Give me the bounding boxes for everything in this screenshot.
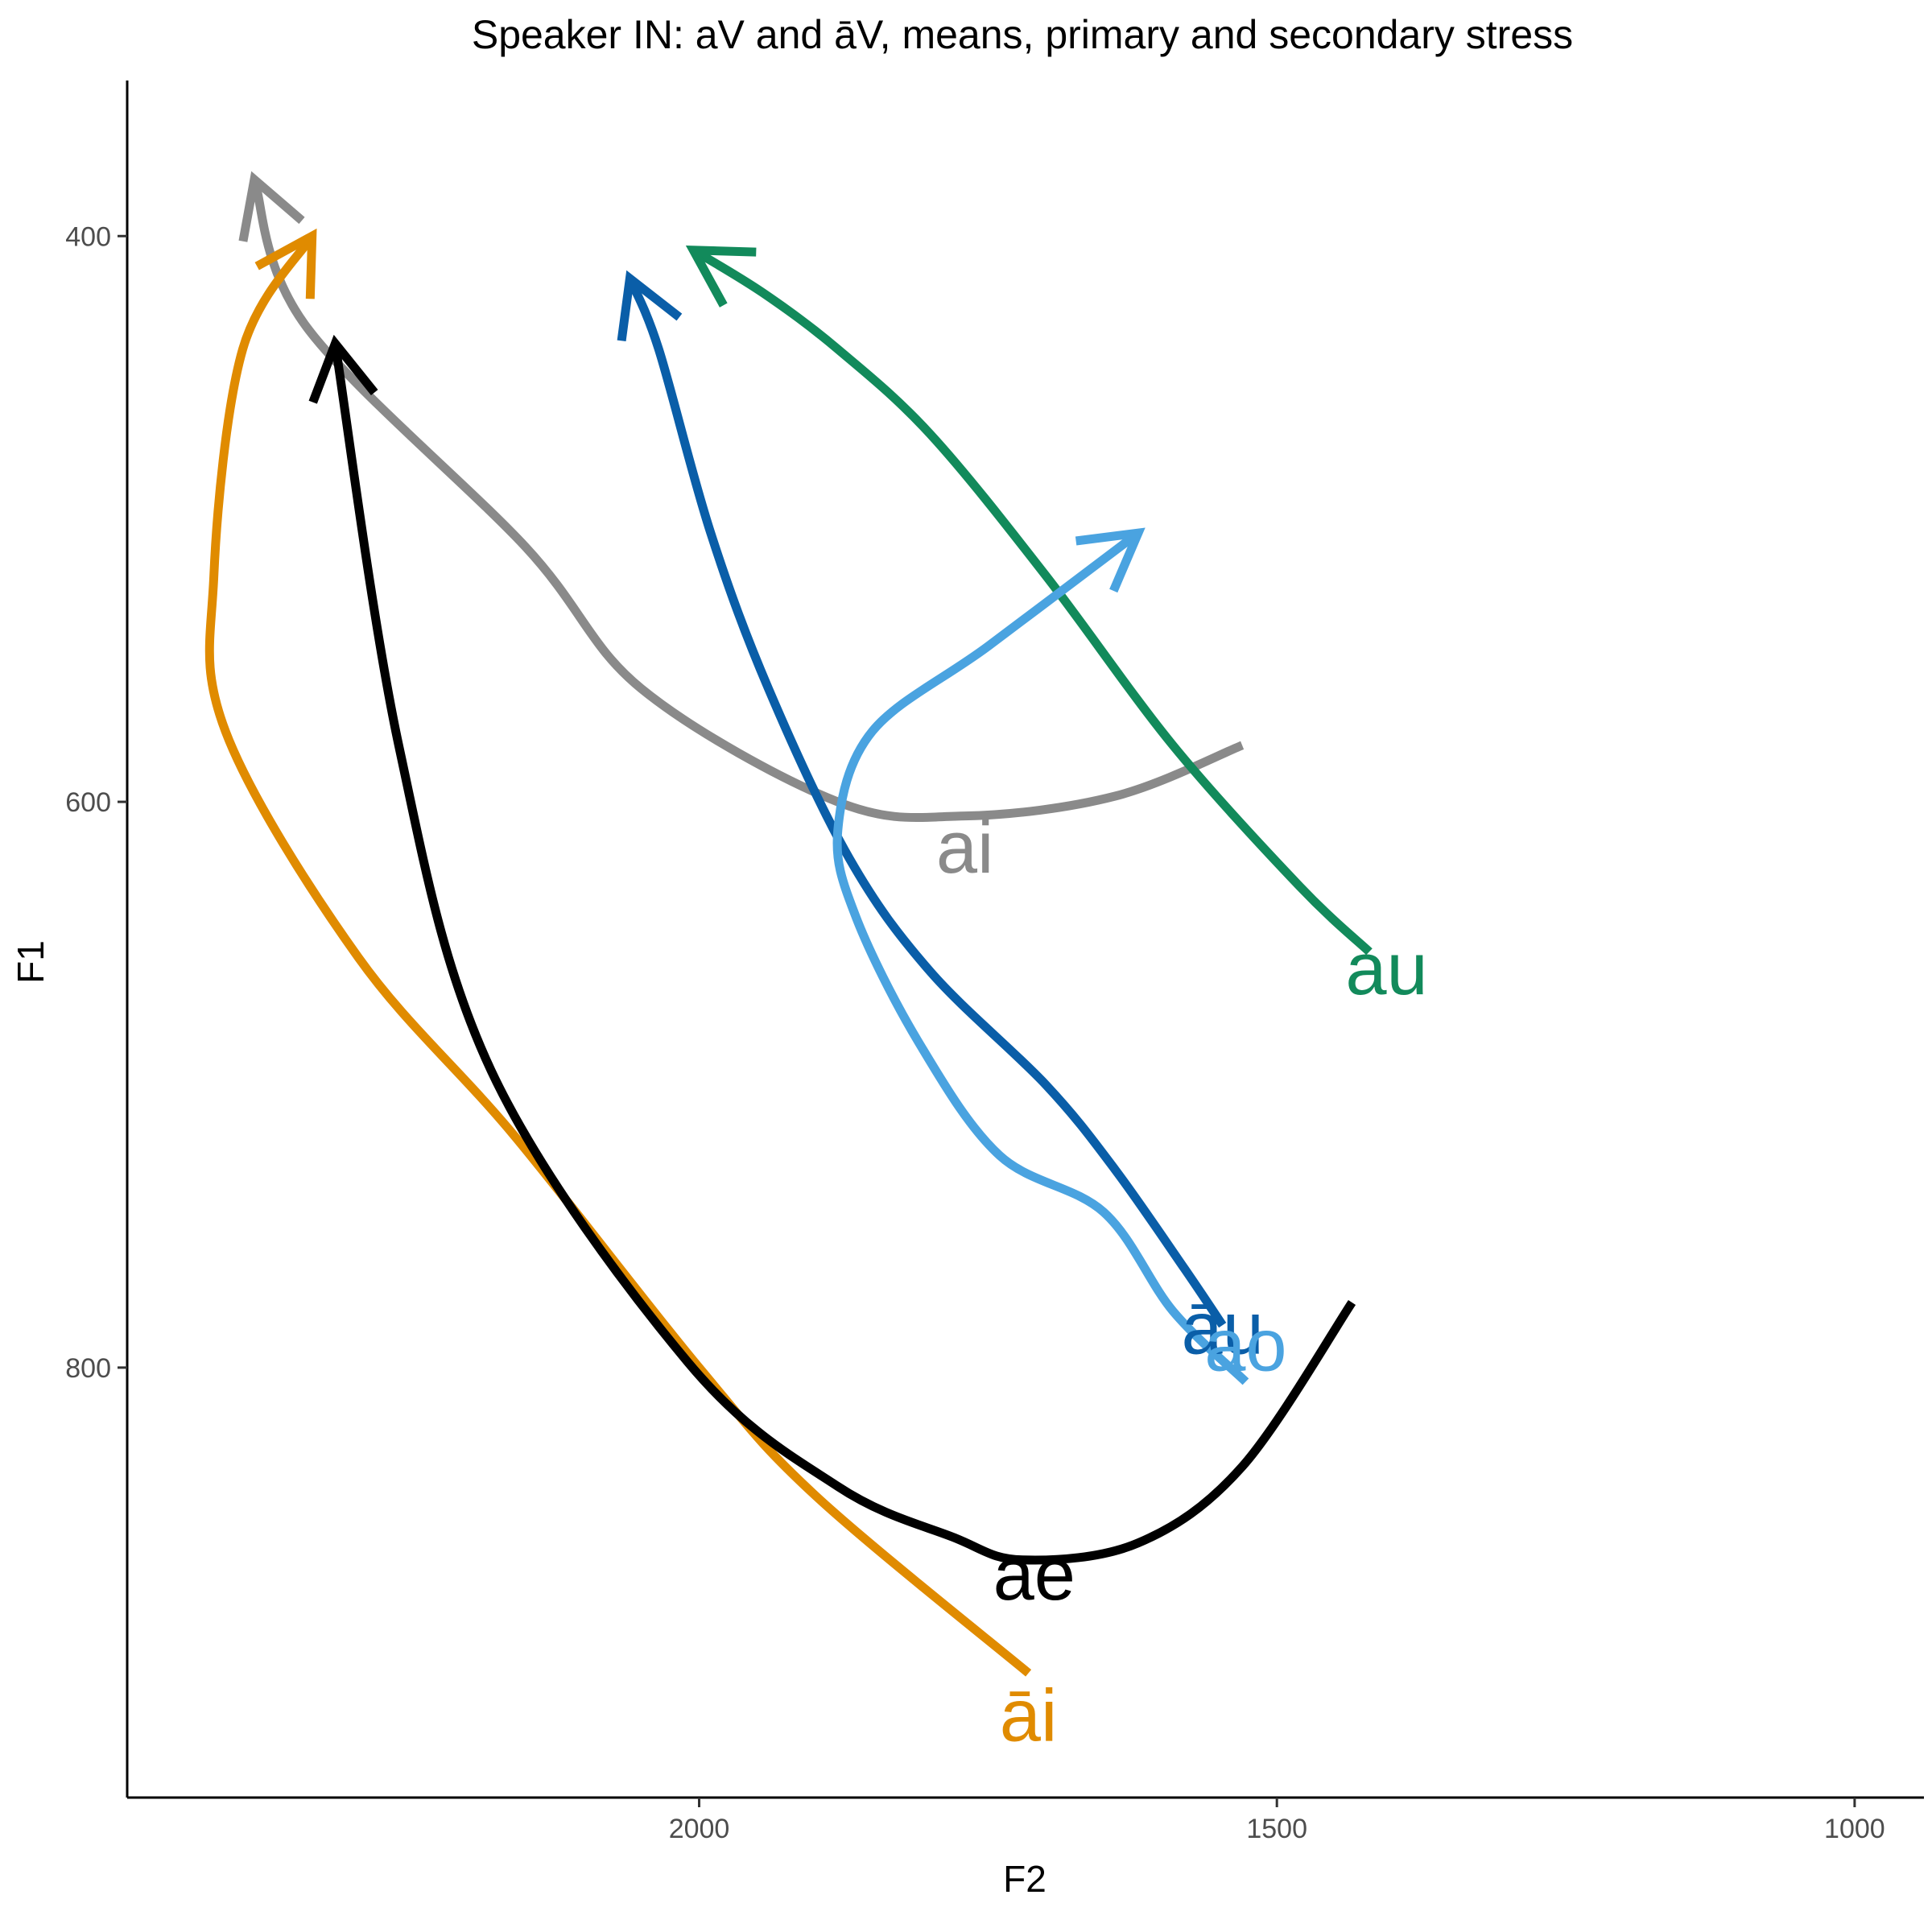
y-tick-label: 600 bbox=[65, 787, 111, 818]
arrowhead-ai bbox=[238, 171, 305, 242]
trajectory-au bbox=[691, 246, 1373, 956]
label-ai: ai bbox=[936, 807, 994, 889]
chart-title: Speaker IN: aV and āV, means, primary an… bbox=[472, 12, 1573, 57]
arrowhead-ao bbox=[1075, 527, 1146, 593]
label-ae: ae bbox=[993, 1534, 1075, 1616]
y-axis-title: F1 bbox=[10, 940, 52, 984]
trajectory-aai bbox=[204, 233, 1032, 1677]
x-tick-label: 1500 bbox=[1246, 1814, 1307, 1844]
x-tick-label: 2000 bbox=[669, 1814, 730, 1844]
arrowhead-aau bbox=[617, 270, 683, 342]
arrowhead-ae bbox=[308, 334, 378, 404]
arrowhead-au bbox=[685, 246, 757, 308]
trajectory-ao bbox=[832, 529, 1249, 1385]
trajectory-ai bbox=[250, 178, 1245, 823]
y-tick-label: 800 bbox=[65, 1353, 111, 1384]
trajectories bbox=[204, 171, 1373, 1677]
x-axis-ticks: 2000 1500 1000 bbox=[669, 1798, 1885, 1844]
trajectory-aau bbox=[625, 276, 1227, 1328]
trajectory-ae bbox=[330, 342, 1356, 1565]
label-ao: ao bbox=[1204, 1304, 1286, 1386]
y-axis-ticks: 400 600 800 bbox=[65, 221, 127, 1384]
label-au: au bbox=[1345, 928, 1427, 1010]
label-aau: āu bbox=[1182, 1287, 1264, 1369]
x-axis-title: F2 bbox=[1003, 1858, 1046, 1900]
arrowhead-aai bbox=[254, 228, 317, 299]
y-tick-label: 400 bbox=[65, 221, 111, 252]
x-tick-label: 1000 bbox=[1824, 1814, 1885, 1844]
label-aai: āi bbox=[1000, 1675, 1058, 1757]
